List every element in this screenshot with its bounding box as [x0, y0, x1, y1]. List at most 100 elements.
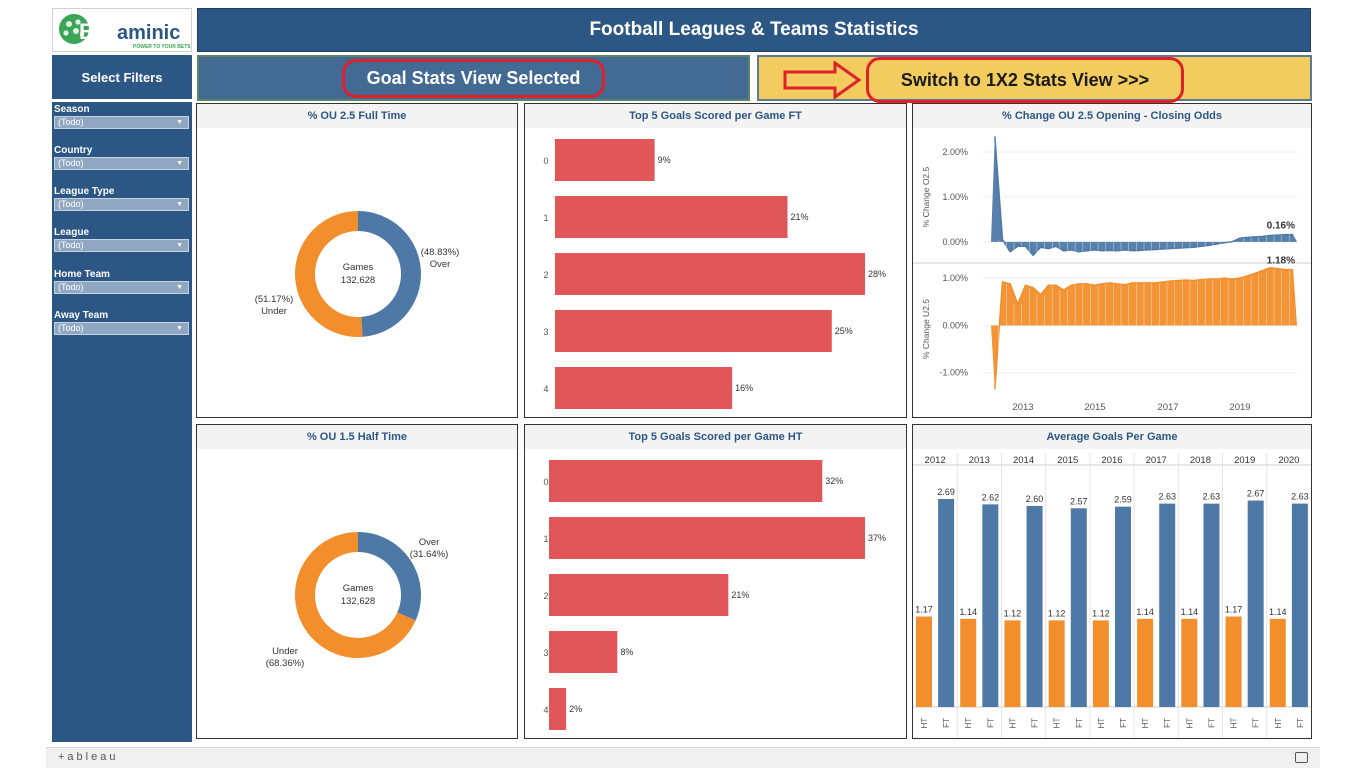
bar-value-label: 32% [825, 476, 843, 486]
league-type-select[interactable]: (Todo) ▼ [54, 198, 189, 211]
select-value: (Todo) [58, 158, 84, 168]
sub-category-label: FT [1031, 718, 1040, 728]
bar-value-label: 2.60 [1026, 494, 1044, 504]
sub-category-label: HT [1230, 718, 1239, 729]
bar-value-label: 1.14 [1269, 607, 1287, 617]
slice-label: Under [261, 306, 287, 317]
arrow-right-icon [783, 61, 862, 99]
y-tick-label: 1.00% [942, 192, 968, 202]
panel-top5ft: Top 5 Goals Scored per Game FT 0 9% 1 21% 2 2… [524, 103, 907, 418]
logo-graphic: Bet aminic POWER TO YOUR BETS [59, 14, 191, 50]
season-select[interactable]: (Todo) ▼ [54, 116, 189, 129]
bar [555, 139, 655, 181]
switch-view-button[interactable]: Switch to 1X2 Stats View >>> [757, 55, 1312, 103]
sub-category-label: HT [1053, 718, 1062, 729]
bar-value-label: 2.59 [1114, 495, 1132, 505]
league-select[interactable]: (Todo) ▼ [54, 239, 189, 252]
year-header: 2016 [1101, 455, 1122, 466]
filter-league-type: League Type (Todo) ▼ [54, 186, 190, 211]
slice-label: (68.36%) [266, 658, 305, 669]
country-select[interactable]: (Todo) ▼ [54, 157, 189, 170]
bar [555, 367, 733, 409]
filter-away-team: Away Team (Todo) ▼ [54, 310, 190, 335]
bar-category-label: 1 [543, 213, 548, 223]
y-axis-label: % Change U2.5 [921, 299, 931, 359]
donut-center-label: Games [343, 262, 374, 273]
bar-ft [1159, 503, 1176, 707]
slice-label: (51.17%) [255, 294, 294, 305]
ou25-donut-chart: Games 132,628 (48.83%)Over (51.17%)Under [255, 211, 459, 337]
odds-change-area-chart: 2.00% 1.00% 0.00% % Change O2.5 0.16% 1.00% 0.… [913, 136, 1311, 413]
donut-slice-over [358, 211, 422, 337]
bar-category-label: 4 [543, 384, 548, 394]
slice-label: Over [430, 259, 451, 270]
bar [549, 517, 865, 559]
top5ht-bar-chart: 0 32% 1 37% 2 21% 3 8% 4 2% [543, 460, 886, 730]
panel-title: % OU 2.5 Full Time [197, 104, 517, 128]
x-tick-label: 2015 [1084, 402, 1105, 413]
bar-category-label: 3 [543, 648, 548, 658]
goal-stats-view-button[interactable]: Goal Stats View Selected [197, 55, 750, 101]
donut-center-value: 132,628 [341, 275, 375, 286]
filter-league: League (Todo) ▼ [54, 227, 190, 252]
bar-value-label: 2.63 [1158, 492, 1176, 502]
bar-ht [960, 618, 977, 707]
bar-category-label: 2 [543, 591, 548, 601]
bar-value-label: 21% [731, 590, 749, 600]
y-axis-label: % Change O2.5 [921, 166, 931, 227]
away-team-select[interactable]: (Todo) ▼ [54, 322, 189, 335]
bar-value-label: 8% [620, 647, 633, 657]
panel-title: Top 5 Goals Scored per Game FT [525, 104, 906, 128]
chevron-down-icon: ▼ [176, 242, 183, 249]
donut-center-label: Games [343, 583, 374, 594]
bar-ht [1048, 620, 1065, 707]
bar-value-label: 2.57 [1070, 496, 1088, 506]
panel-title: % OU 1.5 Half Time [197, 425, 517, 449]
bar [549, 574, 729, 616]
chevron-down-icon: ▼ [176, 201, 183, 208]
top5ft-bar-chart: 0 9% 1 21% 2 28% 3 25% 4 16% [543, 139, 886, 409]
filter-season: Season (Todo) ▼ [54, 104, 190, 129]
panel-ou15: % OU 1.5 Half Time Games 132,628 Over (31.6… [196, 424, 518, 739]
bar-ft [1247, 500, 1264, 707]
sub-category-label: HT [1185, 718, 1194, 729]
select-value: (Todo) [58, 199, 84, 209]
sub-category-label: FT [942, 718, 951, 728]
bar-value-label: 2.69 [937, 487, 955, 497]
y-tick-label: -1.00% [939, 368, 968, 378]
sub-category-label: FT [1075, 718, 1084, 728]
chevron-down-icon: ▼ [176, 325, 183, 332]
bar-category-label: 0 [543, 477, 548, 487]
bar-value-label: 28% [868, 269, 886, 279]
bar-ft [1026, 505, 1043, 707]
slice-label: Over [419, 537, 440, 548]
bar-value-label: 2.63 [1291, 492, 1309, 502]
panel-odds-change: % Change OU 2.5 Opening - Closing Odds 2… [912, 103, 1312, 418]
bottom-line [994, 267, 1294, 390]
bar [555, 310, 832, 352]
sub-category-label: FT [1163, 718, 1172, 728]
bar-value-label: 1.14 [1181, 607, 1199, 617]
select-value: (Todo) [58, 282, 84, 292]
bar-ft [938, 498, 955, 707]
betaminic-logo[interactable]: Bet aminic POWER TO YOUR BETS [52, 8, 192, 52]
filter-label: League Type [54, 186, 115, 197]
home-team-select[interactable]: (Todo) ▼ [54, 281, 189, 294]
bar-value-label: 9% [658, 155, 671, 165]
bar-value-label: 1.17 [1225, 605, 1243, 615]
panel-avg-goals: Average Goals Per Game 2012 1.17 HT 2.69 FT 2… [912, 424, 1312, 739]
last-value-label: 0.16% [1267, 221, 1295, 232]
year-header: 2015 [1057, 455, 1078, 466]
tableau-logo[interactable]: +ableau [58, 751, 119, 763]
panel-top5ht: Top 5 Goals Scored per Game HT 0 32% 1 37% 2… [524, 424, 907, 739]
select-value: (Todo) [58, 117, 84, 127]
year-header: 2014 [1013, 455, 1034, 466]
fullscreen-icon[interactable] [1295, 752, 1308, 763]
bar-ht [1181, 618, 1198, 707]
bar-category-label: 3 [543, 327, 548, 337]
donut-center-value: 132,628 [341, 596, 375, 607]
bar-category-label: 4 [543, 705, 548, 715]
bar-value-label: 1.12 [1004, 608, 1022, 618]
select-value: (Todo) [58, 323, 84, 333]
panel-title: Top 5 Goals Scored per Game HT [525, 425, 906, 449]
